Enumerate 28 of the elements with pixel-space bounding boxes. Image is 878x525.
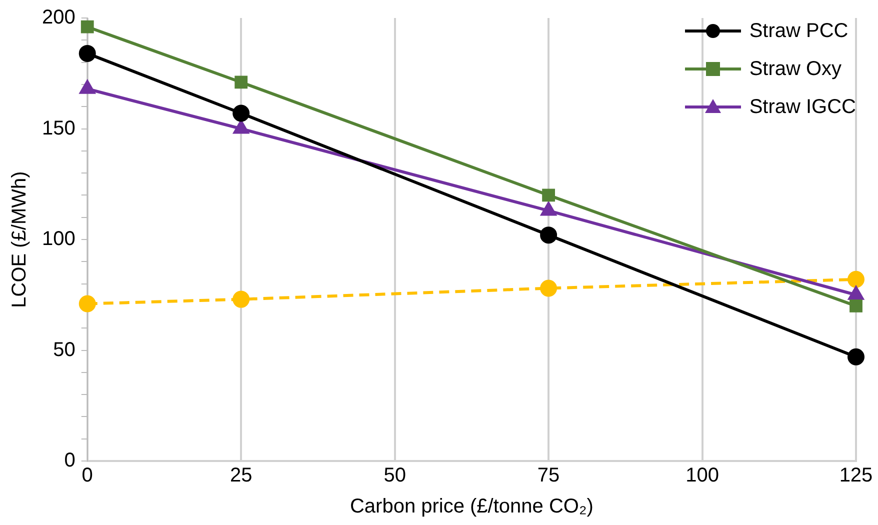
y-tick-label: 200 bbox=[42, 6, 76, 29]
point bbox=[848, 348, 864, 366]
point bbox=[234, 76, 248, 89]
y-axis-title: LCOE (£/MWh) bbox=[8, 171, 31, 308]
x-tick-label: 75 bbox=[537, 464, 560, 487]
point bbox=[542, 188, 555, 202]
point bbox=[78, 44, 96, 62]
x-tick-label: 100 bbox=[686, 464, 719, 487]
point bbox=[848, 270, 864, 288]
legend-label: Straw IGCC bbox=[749, 95, 856, 120]
x-tick-label: 0 bbox=[82, 464, 93, 487]
point bbox=[540, 280, 558, 297]
legend-label: Straw Oxy bbox=[749, 57, 842, 82]
point bbox=[850, 300, 862, 312]
y-tick-label: 50 bbox=[53, 338, 76, 361]
point bbox=[78, 295, 96, 312]
point bbox=[232, 104, 250, 122]
point bbox=[540, 226, 558, 244]
x-tick-label: 125 bbox=[839, 464, 873, 487]
legend-label: Straw PCC bbox=[749, 19, 848, 44]
x-tick-label: 25 bbox=[230, 464, 252, 487]
y-tick-label: 100 bbox=[42, 228, 76, 250]
y-tick-label: 150 bbox=[42, 117, 76, 140]
point bbox=[232, 290, 250, 308]
x-axis-title: Carbon price (£/tonne CO₂) bbox=[350, 496, 594, 518]
point bbox=[80, 20, 94, 34]
x-tick-label: 50 bbox=[384, 464, 406, 487]
y-tick-label: 0 bbox=[64, 450, 76, 472]
